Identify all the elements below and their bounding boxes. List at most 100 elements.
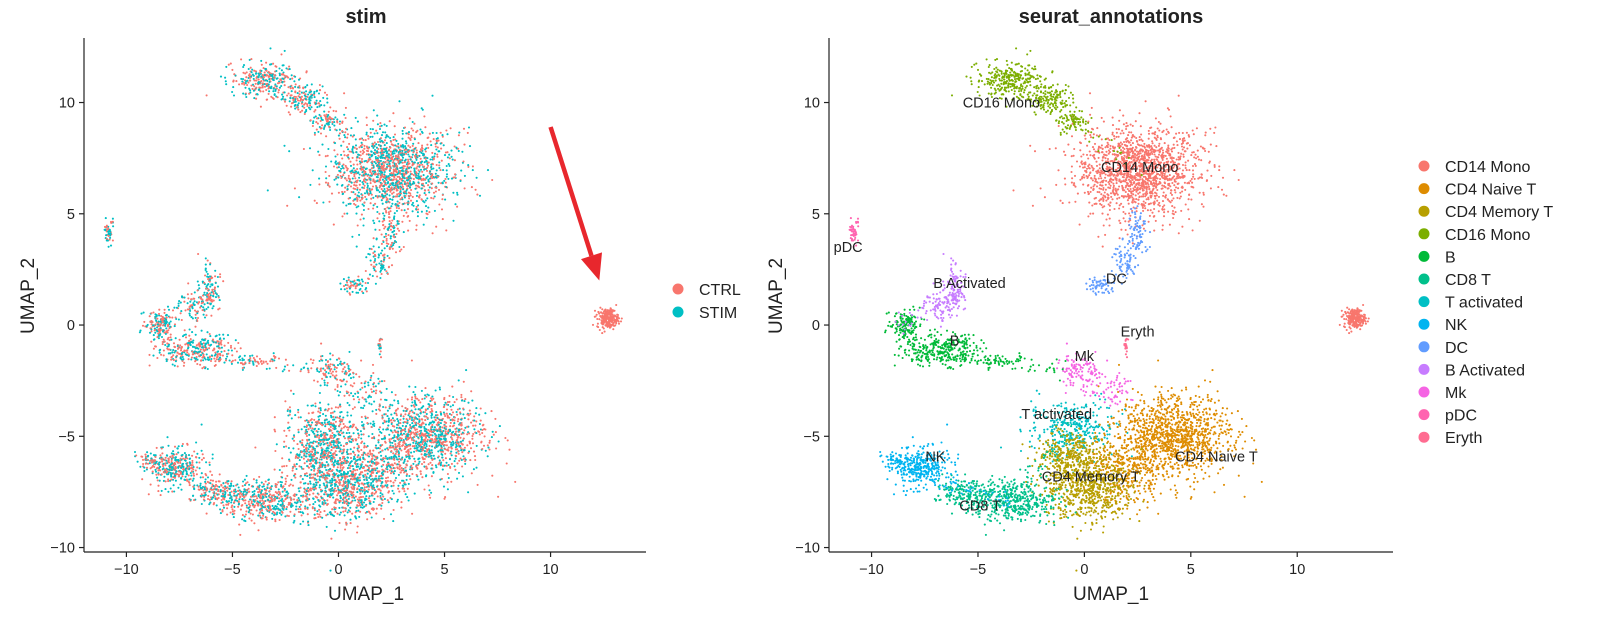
cell-point — [297, 102, 300, 105]
cell-point — [327, 114, 330, 117]
cell-point — [409, 478, 412, 481]
cell-point — [263, 85, 267, 88]
cell-point — [348, 394, 351, 397]
cell-point — [226, 334, 230, 337]
cell-point — [197, 284, 200, 287]
cell-point — [177, 318, 180, 321]
cell-point — [156, 356, 159, 360]
cell-point — [401, 487, 404, 490]
cell-point — [395, 164, 398, 167]
cell-point — [368, 176, 371, 179]
cell-point — [399, 198, 402, 201]
cell-point — [398, 445, 401, 448]
cell-point — [378, 190, 381, 194]
cell-point — [460, 427, 463, 431]
cell-point — [362, 208, 365, 212]
cell-point — [173, 364, 176, 367]
cell-point — [406, 203, 410, 206]
cell-point — [374, 475, 378, 478]
cell-point — [188, 328, 191, 331]
cell-point — [337, 163, 340, 166]
cell-point — [448, 164, 451, 167]
cell-point — [406, 171, 410, 174]
cell-point — [201, 298, 204, 301]
cell-point — [385, 167, 388, 170]
cell-point — [394, 138, 397, 141]
cell-point — [356, 199, 359, 202]
cell-point — [423, 168, 426, 171]
cell-point — [432, 471, 435, 474]
cell-point — [413, 435, 416, 439]
cell-point — [616, 316, 619, 319]
cell-point — [470, 186, 473, 189]
cell-point — [443, 464, 446, 467]
cell-point — [381, 131, 385, 134]
cell-point — [364, 398, 367, 401]
cell-point — [311, 122, 315, 125]
cell-point — [413, 405, 416, 408]
cell-point — [211, 284, 214, 287]
cell-point — [320, 116, 323, 119]
cell-point — [342, 422, 345, 426]
cell-point — [456, 448, 459, 451]
cell-point — [274, 449, 277, 453]
cell-point — [166, 331, 169, 334]
cell-point — [407, 160, 410, 163]
cell-point — [200, 359, 203, 362]
cell-point — [303, 112, 306, 116]
cell-point — [441, 218, 444, 221]
cell-point — [405, 132, 408, 135]
cell-point — [444, 430, 447, 433]
cell-point — [414, 385, 417, 389]
cell-point — [400, 178, 403, 181]
cell-point — [358, 157, 361, 160]
cell-point — [332, 418, 335, 421]
cell-point — [339, 282, 342, 285]
cell-point — [217, 296, 220, 299]
cell-point — [334, 388, 337, 391]
cell-point — [193, 300, 196, 303]
cell-point — [358, 188, 362, 191]
cell-point — [283, 74, 286, 77]
cell-point — [379, 356, 383, 359]
cell-point — [366, 416, 369, 419]
cell-point — [470, 421, 473, 424]
cell-point — [338, 415, 342, 418]
cell-point — [389, 237, 392, 240]
cell-point — [333, 364, 336, 367]
cell-point — [324, 165, 328, 168]
cell-point — [424, 126, 427, 129]
cell-point — [234, 74, 237, 77]
cell-point — [443, 424, 446, 427]
cell-point — [382, 154, 385, 157]
cell-point — [370, 403, 373, 406]
cell-point — [458, 445, 461, 448]
cell-point — [334, 420, 337, 423]
cell-point — [371, 432, 374, 436]
cell-point — [321, 354, 324, 358]
cell-point — [406, 487, 409, 490]
cell-point — [160, 353, 163, 356]
cell-point — [422, 178, 425, 181]
cell-point — [453, 460, 456, 463]
cell-point — [456, 462, 459, 465]
cell-point — [444, 437, 447, 440]
cell-point — [315, 128, 318, 131]
cell-point — [387, 448, 390, 451]
cell-point — [390, 172, 393, 175]
cell-point — [401, 149, 404, 152]
cell-point — [230, 349, 233, 352]
cell-point — [350, 392, 353, 395]
cell-point — [282, 95, 285, 98]
cell-point — [421, 398, 424, 401]
cell-point — [344, 425, 347, 428]
cell-point — [163, 319, 166, 322]
cell-point — [439, 430, 442, 433]
cell-point — [408, 117, 411, 120]
cell-point — [456, 477, 459, 480]
cell-point — [187, 346, 190, 349]
cell-point — [372, 196, 375, 199]
cell-point — [407, 229, 410, 232]
cell-point — [355, 151, 358, 154]
cell-point — [380, 242, 383, 245]
